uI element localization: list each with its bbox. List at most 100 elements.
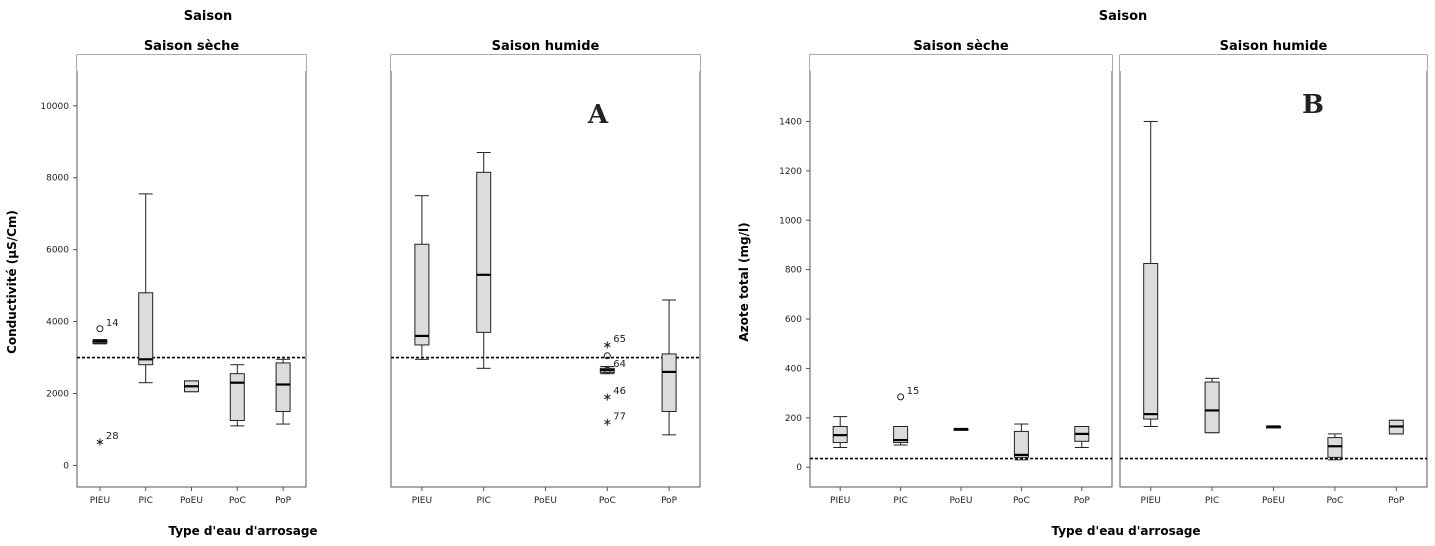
x-tick-label: PoC [1326,496,1343,506]
y-tick-label: 200 [785,414,802,424]
box-poeu [953,427,969,431]
x-tick-label: PoP [275,496,292,506]
panel-dry-season: Saison sèche PIEU PIC PoEU PoC PoP 14 28 [76,39,307,506]
chart-conductivity: Saison Conductivité (µS/Cm) 0 2000 4000 6000 8… [5,9,701,538]
outlier-circle [897,393,905,401]
box-body [1013,430,1029,458]
panel-frame [1119,54,1428,488]
box-poeu [1266,425,1281,429]
y-tick-label: 0 [796,463,802,473]
box-poc [1013,423,1029,461]
x-tick-label: PoP [1388,496,1405,506]
chart-super-title: Saison [1099,9,1148,24]
panel-title: Saison sèche [144,39,240,54]
box-body [1204,381,1220,434]
x-tick-label: PIEU [1141,496,1161,506]
box-body [229,373,245,421]
box-pop [1074,425,1090,448]
outlier-star [604,418,611,426]
x-tick-label: PoEU [1262,496,1285,506]
x-tick-label: PoEU [950,496,973,506]
box-pop [661,299,677,436]
box-body [893,425,909,444]
x-axis-title: Type d'eau d'arrosage [1051,524,1200,538]
box-pic [476,152,492,369]
panel-strip [810,55,1112,71]
y-tick-label: 800 [785,266,802,276]
panel-frame [809,54,1113,488]
panel-wet-season: Saison humide PIEU PIC PoEU PoC PoP 65 64 46 77 [390,39,701,506]
outlier-circle [96,325,104,333]
panel-letter: A [587,100,609,130]
x-axis-title: Type d'eau d'arrosage [168,524,317,538]
box-pic [1204,377,1220,434]
box-body [1143,262,1159,420]
y-tick-label: 10000 [40,102,69,112]
y-tick-label: 0 [63,461,69,471]
box-pop [275,358,291,425]
y-tick-label: 1400 [779,117,802,127]
y-tick-label: 4000 [46,318,69,328]
outlier-label: 46 [613,386,626,397]
outlier-label: 14 [106,318,119,329]
box-pic [138,193,154,384]
outlier-star [96,438,104,446]
box-pic [893,425,909,446]
y-tick-label: 8000 [46,174,69,184]
box-pieu [832,416,848,448]
panel-frame [76,54,307,488]
x-tick-label: PIC [477,496,491,506]
y-tick-label: 1200 [779,167,802,177]
box-pop [1388,419,1404,435]
panel-title: Saison sèche [913,39,1009,54]
x-tick-label: PIEU [412,496,432,506]
box-pieu [92,339,108,345]
outlier-circle [603,366,611,374]
outlier-star [604,393,611,401]
y-tick-label: 2000 [46,389,69,399]
panel-title: Saison humide [1220,39,1328,54]
box-body [1327,437,1343,458]
box-poc [229,364,245,427]
y-tick-label: 1000 [779,216,802,226]
x-tick-label: PIC [893,496,907,506]
box-body [476,171,492,333]
panel-dry-season: Saison sèche PIEU PIC PoEU PoC PoP 15 [809,39,1113,506]
chart-total-nitrogen: Saison Azote total (mg/l) 0 200 400 600 800 100… [737,9,1428,538]
y-axis-label: Azote total (mg/l) [737,222,751,341]
x-tick-label: PoC [229,496,246,506]
panel-strip [391,55,700,71]
x-tick-label: PoEU [180,496,203,506]
outlier-label: 64 [613,359,626,370]
box-body [414,243,430,346]
x-tick-label: PoC [599,496,616,506]
x-tick-label: PoP [1074,496,1091,506]
x-tick-label: PIEU [90,496,110,506]
box-pieu [414,195,430,360]
y-tick-label: 6000 [46,246,69,256]
box-body [661,353,677,412]
y-tick-label: 400 [785,364,802,374]
panel-strip [1120,55,1427,71]
box-pieu [1143,120,1159,427]
y-tick-label: 600 [785,315,802,325]
chart-super-title: Saison [184,9,233,24]
x-tick-label: PIC [139,496,153,506]
x-tick-label: PoEU [534,496,557,506]
panel-letter: B [1302,90,1324,120]
outlier-label: 15 [907,386,920,397]
outlier-label: 65 [613,334,626,345]
panel-frame [390,54,701,488]
outlier-star [604,341,611,349]
x-tick-label: PoC [1013,496,1030,506]
panel-title: Saison humide [492,39,600,54]
outlier-label: 77 [613,411,626,422]
y-axis-label: Conductivité (µS/Cm) [5,210,19,354]
x-tick-label: PIEU [830,496,850,506]
box-body [275,362,291,412]
panel-wet-season: Saison humide PIEU PIC PoEU PoC PoP [1119,39,1428,506]
box-poc [1327,433,1343,461]
outlier-label: 28 [106,431,119,442]
x-tick-label: PIC [1205,496,1219,506]
